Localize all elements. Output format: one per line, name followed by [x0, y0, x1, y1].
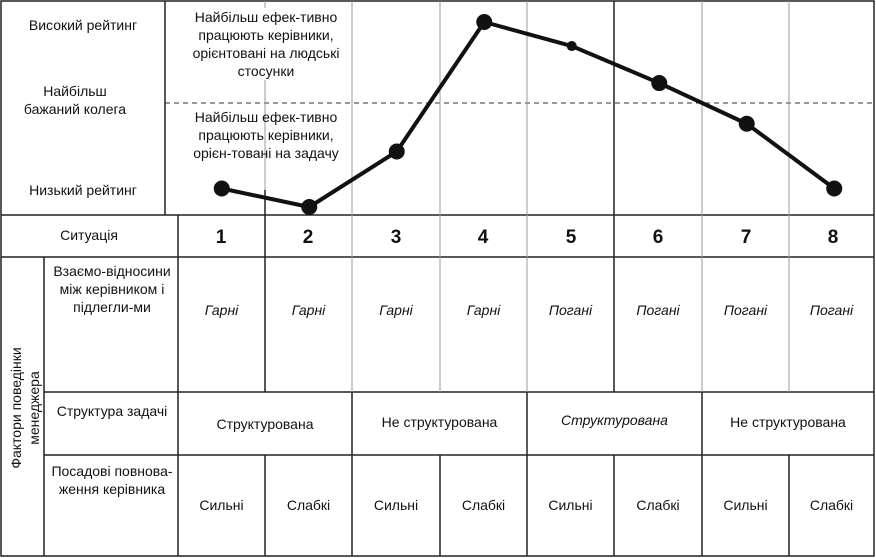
rating-point	[826, 180, 843, 197]
task-oriented-note: Найбільш ефек-тивно працюють керівники, …	[193, 109, 339, 161]
relations-value: Гарні	[466, 302, 501, 318]
factors-label: Фактори поведінки менеджера	[8, 347, 42, 469]
situation-number: 1	[215, 227, 227, 248]
rating-point	[476, 14, 493, 30]
situation-label: Ситуація	[60, 227, 118, 243]
situation-number: 2	[302, 227, 314, 248]
rating-point	[566, 41, 577, 52]
situation-number: 3	[390, 227, 402, 248]
preferred-colleague-label: Найбільш бажаний колега	[23, 83, 127, 117]
power-value: Сильні	[548, 497, 593, 513]
structure-value: Структурована	[216, 416, 314, 432]
relations-oriented-note: Найбільш ефек-тивно працюють керівники, …	[192, 8, 340, 80]
power-value: Слабкі	[636, 497, 680, 513]
rating-point	[651, 75, 668, 92]
power-value: Слабкі	[286, 497, 331, 513]
situation-number: 7	[740, 227, 752, 248]
structure-value: Не структурована	[381, 414, 498, 430]
situation-number: 6	[652, 227, 664, 248]
power-value: Слабкі	[809, 497, 854, 513]
rating-point	[301, 199, 318, 215]
relations-label: Взаємо-відносини між керівником і підлег…	[53, 263, 171, 315]
rating-point	[738, 115, 755, 132]
rating-curve-line	[221, 20, 836, 209]
situation-number: 5	[565, 227, 577, 248]
relations-value: Гарні	[204, 302, 239, 318]
power-label: Посадові повнова-ження керівника	[51, 463, 173, 497]
power-value: Слабкі	[461, 497, 506, 513]
high-rating-label: Високий рейтинг	[28, 17, 138, 33]
situation-number: 4	[477, 227, 489, 248]
power-value: Сильні	[199, 497, 244, 513]
relations-value: Погані	[548, 302, 593, 318]
low-rating-label: Низький рейтинг	[29, 182, 137, 198]
rating-point	[213, 180, 230, 197]
power-value: Сильні	[723, 497, 768, 513]
relations-value: Погані	[723, 302, 768, 318]
relations-value: Погані	[809, 302, 854, 318]
structure-label: Структура задачі	[56, 403, 168, 419]
relations-value: Гарні	[291, 302, 326, 318]
rating-point	[388, 143, 405, 160]
relations-value: Гарні	[379, 302, 413, 318]
structure-value: Не структурована	[730, 414, 846, 430]
power-value: Сильні	[373, 497, 419, 513]
relations-value: Погані	[636, 302, 680, 318]
structure-value: Структурована	[561, 412, 668, 428]
rating-curve	[213, 14, 843, 215]
situation-number: 8	[827, 227, 839, 248]
